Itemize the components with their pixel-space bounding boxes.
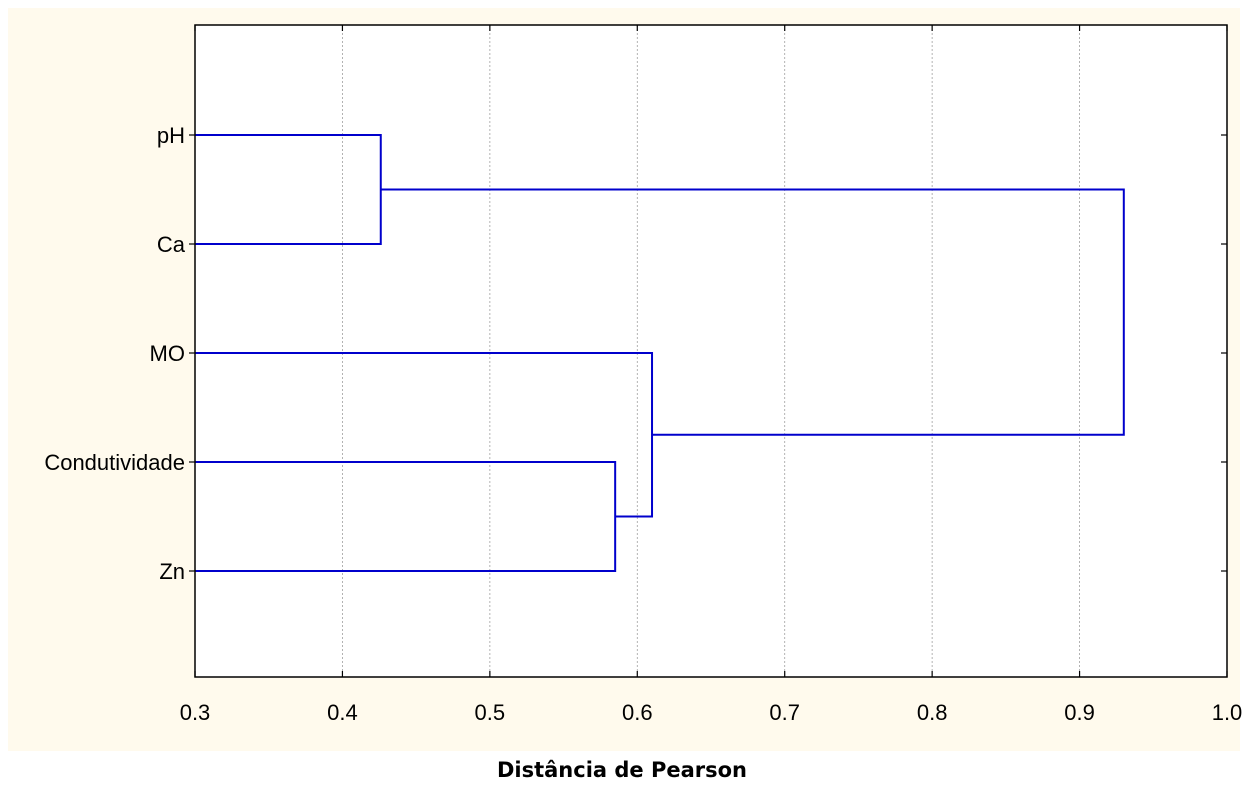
leaf-label: Ca	[157, 232, 186, 257]
leaf-label: Condutividade	[44, 450, 185, 475]
dendrogram-link	[195, 461, 617, 572]
dendrogram-link	[380, 188, 1125, 436]
leaf-labels: pH Ca MO Condutividade Zn	[44, 123, 185, 584]
leaf-label: Zn	[159, 559, 185, 584]
x-tick-label: 0.9	[1064, 700, 1095, 725]
plot-area	[195, 25, 1227, 677]
x-tick-label: 0.7	[769, 700, 800, 725]
x-tick-label: 1.0	[1212, 700, 1243, 725]
dendrogram-links	[195, 134, 1125, 572]
x-tick-label: 0.5	[475, 700, 506, 725]
plot-frame	[194, 24, 1228, 678]
axis-ticks	[189, 25, 1228, 677]
x-tick-label: 0.8	[917, 700, 948, 725]
x-tick-label: 0.6	[622, 700, 653, 725]
leaf-label: pH	[157, 123, 185, 148]
leaf-label: MO	[150, 341, 185, 366]
x-tick-label: 0.3	[180, 700, 211, 725]
x-tick-labels: 0.3 0.4 0.5 0.6 0.7 0.8 0.9 1.0	[180, 700, 1243, 725]
grid-lines	[342, 25, 1080, 677]
x-tick-label: 0.4	[327, 700, 358, 725]
x-axis-label: Distância de Pearson	[497, 758, 747, 782]
